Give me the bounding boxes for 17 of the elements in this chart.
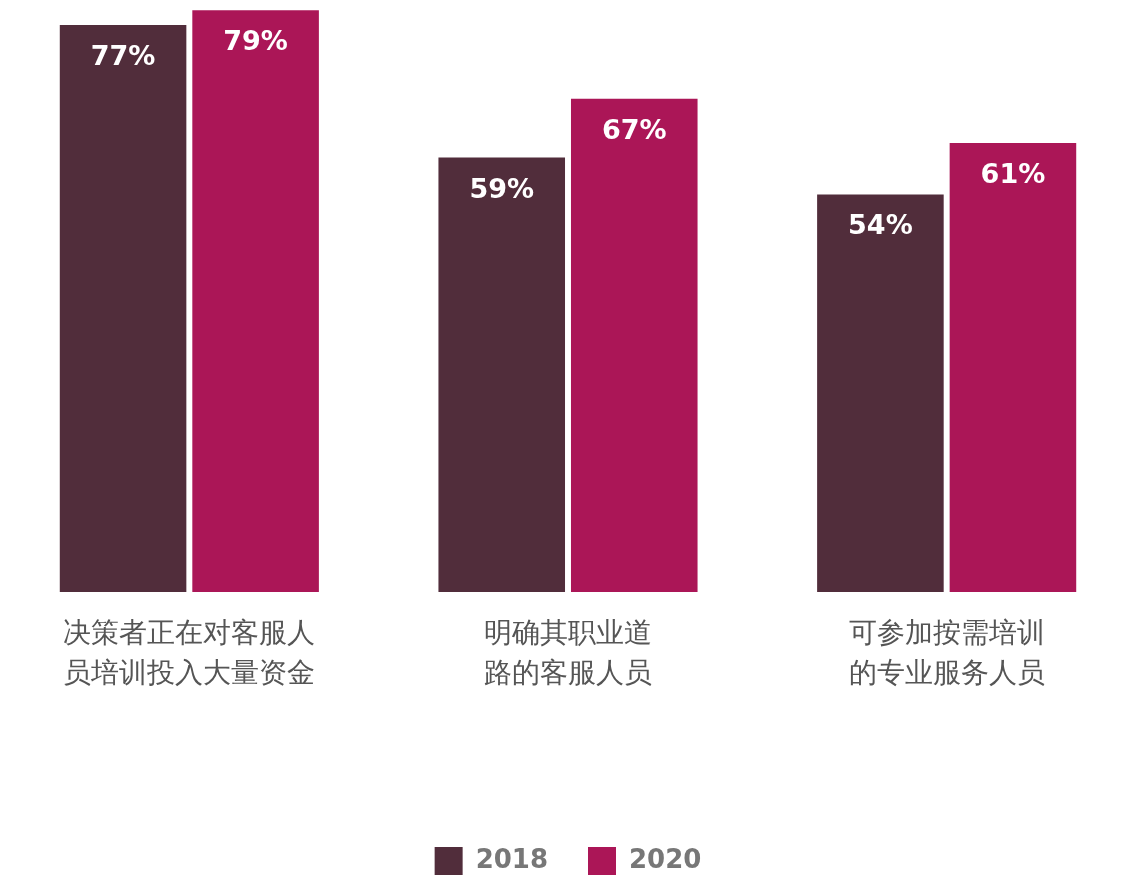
data-label: 59% <box>469 172 535 204</box>
bar <box>438 157 566 592</box>
data-label: 79% <box>223 25 288 57</box>
bar <box>817 194 944 592</box>
legend-label: 2018 <box>475 843 549 874</box>
data-label: 77% <box>90 40 156 72</box>
x-tick-label: 明确其职业道路的客服人员 <box>484 615 652 690</box>
data-label: 54% <box>848 209 913 241</box>
bar <box>570 98 698 592</box>
bar <box>59 25 187 592</box>
bar <box>192 10 319 592</box>
data-label: 61% <box>980 157 1046 189</box>
legend-label: 2020 <box>629 843 702 874</box>
bar <box>949 142 1077 592</box>
x-tick-label: 决策者正在对客服人员培训投入大量资金 <box>63 615 316 690</box>
x-tick-label: 可参加按需培训的专业服务人员 <box>848 615 1045 690</box>
data-label: 67% <box>601 113 667 145</box>
